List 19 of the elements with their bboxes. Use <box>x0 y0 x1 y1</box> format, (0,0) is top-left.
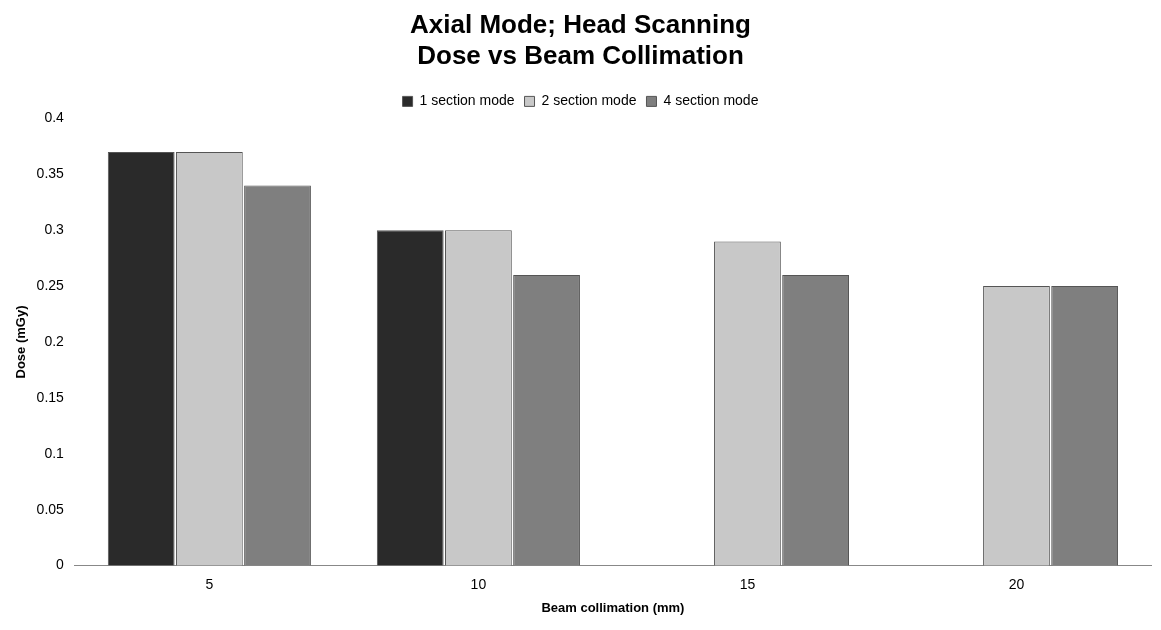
legend-label: 1 section mode <box>419 92 515 109</box>
x-tick-label: 10 <box>470 575 487 592</box>
y-tick-label: 0.3 <box>44 221 65 238</box>
y-tick-label: 0 <box>56 556 65 573</box>
y-axis-title: Dose (mGy) <box>13 305 29 379</box>
x-tick-label: 20 <box>1008 575 1025 592</box>
x-axis-title: Beam collimation (mm) <box>541 599 685 615</box>
x-tick-label: 5 <box>205 575 214 592</box>
chart-title: Axial Mode; Head Scanning Dose vs Beam Collimation <box>410 8 751 70</box>
y-tick-label: 0.2 <box>44 332 65 349</box>
legend-label: 4 section mode <box>663 92 759 109</box>
x-tick-label: 15 <box>739 575 756 592</box>
y-tick-label: 0.05 <box>36 500 65 517</box>
y-tick-label: 0.1 <box>44 444 65 461</box>
y-tick-label: 0.15 <box>36 388 65 405</box>
y-tick-label: 0.35 <box>36 165 65 182</box>
y-tick-label: 0.25 <box>36 276 65 293</box>
legend-label: 2 section mode <box>541 92 637 109</box>
y-tick-label: 0.4 <box>44 109 65 126</box>
